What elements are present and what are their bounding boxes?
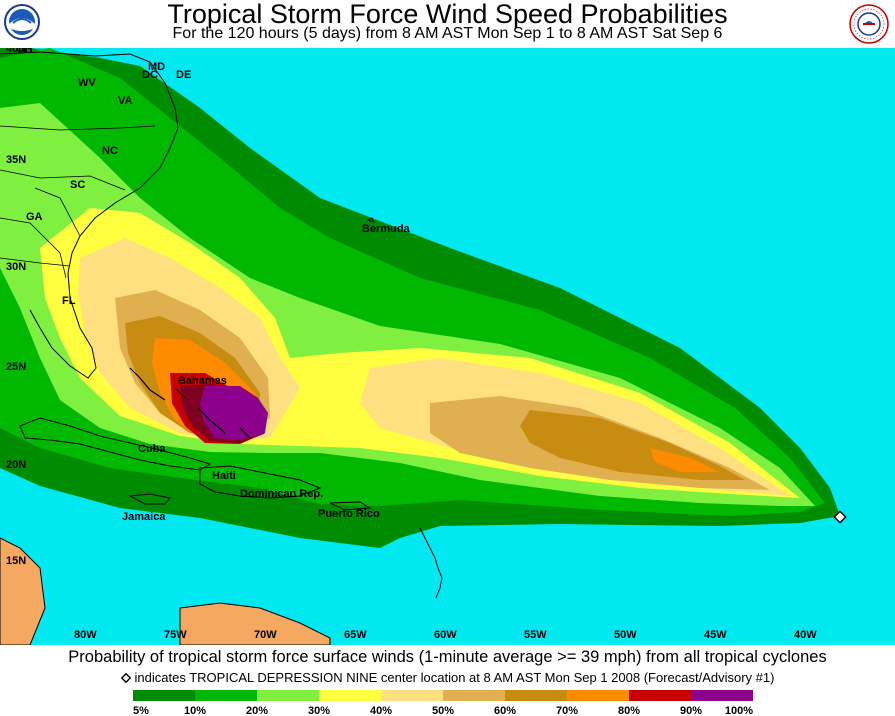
storm-center-note: indicates TROPICAL DEPRESSION NINE cente… xyxy=(0,670,895,685)
legend-swatch xyxy=(567,690,629,701)
legend-label: 50% xyxy=(432,705,454,716)
legend-label: 60% xyxy=(494,705,516,716)
place-label-wv: WV xyxy=(78,77,96,89)
place-label-dominican: Dominican Rep. xyxy=(240,488,323,500)
legend-swatch xyxy=(195,690,257,701)
us-coastline xyxy=(0,51,179,379)
lon-label: 50W xyxy=(614,629,637,641)
legend-label: 30% xyxy=(308,705,330,716)
probability-band-60 xyxy=(125,316,745,480)
place-label-bahamas: Bahamas xyxy=(178,375,227,387)
lesser-antilles-outline xyxy=(419,527,443,599)
legend-swatch xyxy=(443,690,505,701)
place-label-oh: OH xyxy=(16,48,33,55)
place-label-puerto-rico: Puerto Rico xyxy=(318,508,380,520)
lon-label: 70W xyxy=(254,629,277,641)
diamond-marker-icon xyxy=(120,672,131,684)
hispaniola-outline xyxy=(199,465,322,499)
state-lines xyxy=(0,125,156,279)
legend-label: 90% xyxy=(680,705,702,716)
place-label-cuba: Cuba xyxy=(138,443,166,455)
legend-swatch xyxy=(257,690,319,701)
legend-swatch xyxy=(319,690,381,701)
map-caption: Probability of tropical storm force surf… xyxy=(68,648,827,666)
lon-label: 65W xyxy=(344,629,367,641)
place-label-va: VA xyxy=(118,95,133,107)
bermuda-outline xyxy=(366,217,375,223)
place-label-ga: GA xyxy=(26,211,43,223)
noaa-logo-icon xyxy=(4,4,40,40)
map-title: Tropical Storm Force Wind Speed Probabil… xyxy=(167,0,728,29)
lon-label: 55W xyxy=(524,629,547,641)
place-label-dc: DC xyxy=(142,69,158,81)
lat-label: 15N xyxy=(6,555,26,567)
puerto-rico-outline xyxy=(329,501,372,511)
map-subtitle: For the 120 hours (5 days) from 8 AM AST… xyxy=(172,25,723,42)
nws-logo-icon xyxy=(849,4,889,44)
lat-label: 25N xyxy=(6,361,26,373)
lat-label: 40N xyxy=(6,48,26,55)
storm-center-note-text: indicates TROPICAL DEPRESSION NINE cente… xyxy=(134,670,775,685)
lon-label: 75W xyxy=(164,629,187,641)
lat-label: 20N xyxy=(6,459,26,471)
place-label-jamaica: Jamaica xyxy=(122,511,166,523)
legend-swatch xyxy=(691,690,753,701)
legend-label: 5% xyxy=(133,705,149,716)
lon-label: 60W xyxy=(434,629,457,641)
lon-label: 40W xyxy=(794,629,817,641)
central-america-outline xyxy=(0,537,46,645)
legend-swatch xyxy=(629,690,691,701)
lat-label: 30N xyxy=(6,261,26,273)
legend-label: 10% xyxy=(184,705,206,716)
legend-label: 20% xyxy=(246,705,268,716)
place-label-fl: FL xyxy=(62,295,76,307)
legend-label: 70% xyxy=(556,705,578,716)
legend-label: 40% xyxy=(370,705,392,716)
lat-label: 35N xyxy=(6,154,26,166)
place-label-haiti: Haiti xyxy=(212,470,236,482)
probability-legend: 5% 10% 20% 30% 40% 50% 60% 70% 80% 90% 100% xyxy=(0,688,895,716)
lon-label: 45W xyxy=(704,629,727,641)
south-america-outline xyxy=(179,602,331,645)
place-label-nc: NC xyxy=(102,145,118,157)
place-label-de: DE xyxy=(176,69,191,81)
jamaica-outline xyxy=(128,493,171,505)
probability-band-70 xyxy=(152,338,720,472)
place-label-sc: SC xyxy=(70,179,85,191)
bahamas-outline xyxy=(129,367,251,439)
diamond-marker-icon xyxy=(833,510,847,524)
legend-swatch xyxy=(505,690,567,701)
legend-label: 100% xyxy=(725,705,753,716)
place-label-md: MD xyxy=(148,61,165,73)
probability-map: 40N 35N 30N 25N 20N 15N 80W 75W 70W 65W 60W 55W 50W… xyxy=(0,48,895,645)
legend-swatch xyxy=(381,690,443,701)
legend-swatch xyxy=(133,690,195,701)
cuba-outline xyxy=(19,417,212,471)
place-label-bermuda: Bermuda xyxy=(362,223,411,235)
lon-label: 80W xyxy=(74,629,97,641)
header: Tropical Storm Force Wind Speed Probabil… xyxy=(0,0,895,48)
legend-label: 80% xyxy=(618,705,640,716)
